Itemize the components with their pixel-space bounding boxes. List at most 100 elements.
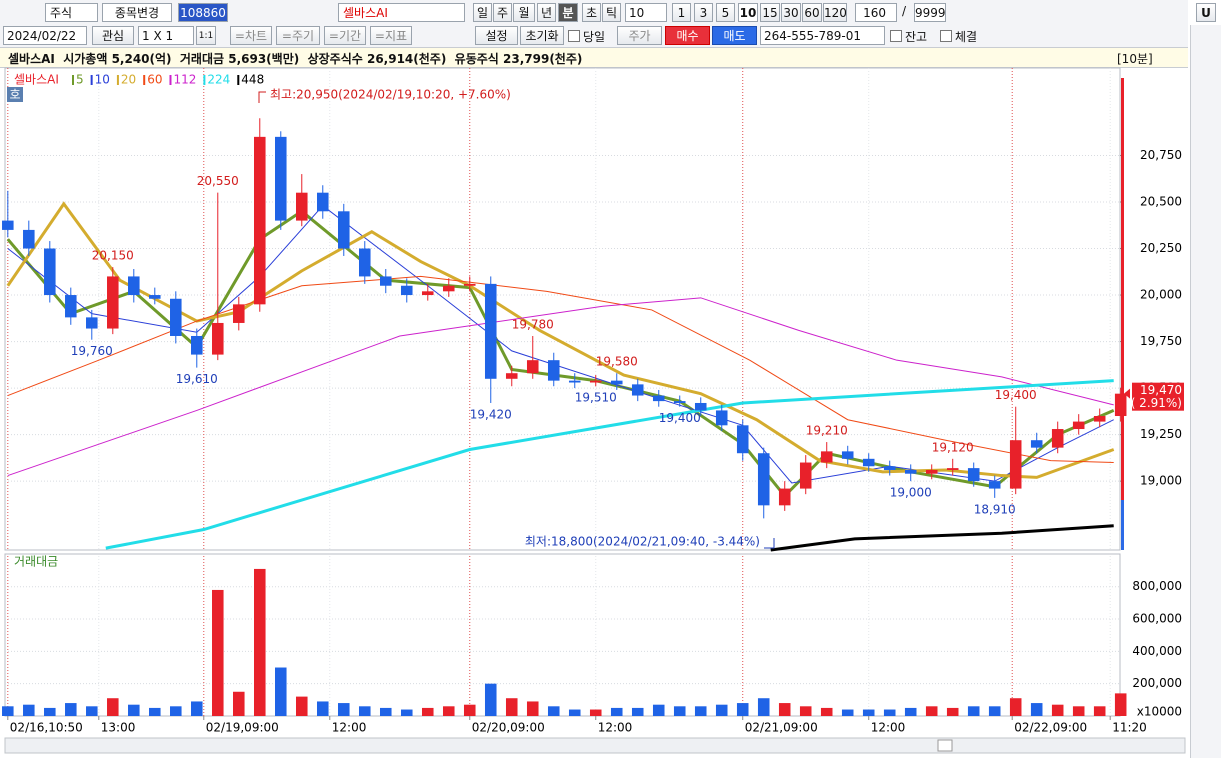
volume-panel (4, 553, 1121, 717)
y-tick-label: 600,000 (1132, 612, 1182, 626)
price-axis-bar (1121, 78, 1124, 550)
volume-bar (442, 706, 455, 716)
volume-bar (631, 707, 644, 716)
volume-bar (1051, 704, 1064, 716)
y-tick-label: 200,000 (1132, 676, 1182, 690)
volume-bar (1009, 698, 1022, 716)
volume-bar (1072, 706, 1085, 716)
range-btn[interactable]: =기간 (324, 26, 366, 45)
sell-btn[interactable]: 매도 (712, 26, 757, 45)
candle-body (400, 285, 413, 296)
volume-bar (484, 683, 497, 716)
code-input[interactable]: 108860 (178, 3, 228, 22)
price-btn[interactable]: 주가 (617, 26, 662, 45)
volume-bar (547, 706, 560, 716)
watch-btn[interactable]: 관심 (92, 26, 134, 45)
price-annotation: 19,760 (71, 344, 113, 358)
volume-bar (149, 707, 161, 716)
cycle-btn[interactable]: =주기 (276, 26, 320, 45)
candle-body (128, 276, 140, 296)
y-tick-label: 19,000 (1140, 474, 1182, 488)
candle-body (841, 451, 854, 459)
fill-check[interactable]: 체결 (940, 28, 977, 45)
reset-btn[interactable]: 초기화 (520, 26, 564, 45)
y-tick-label: 20,000 (1140, 288, 1182, 302)
interval-btn[interactable]: 5 (716, 3, 735, 22)
scrollbar (4, 737, 1186, 754)
price-axis-bar (1121, 500, 1124, 550)
interval-select[interactable]: 10 (625, 3, 667, 22)
account-select[interactable]: 264-555-789-01 (760, 26, 885, 45)
volume-bar (715, 704, 728, 716)
candle-body (2, 220, 14, 230)
candle-body (547, 360, 560, 381)
volume-bar (610, 707, 623, 716)
info-text: 셀바스AI 시가총액 5,240(억) 거래대금 5,693(백만) 상장주식수… (8, 52, 583, 66)
volume-bar (1030, 703, 1043, 716)
interval-btn[interactable]: 15 (760, 3, 780, 22)
volume-bar (568, 709, 581, 716)
symbol-change[interactable]: 종목변경 (102, 3, 172, 22)
period-minute[interactable]: 분 (558, 3, 578, 22)
indicator-btn[interactable]: =지표 (370, 26, 412, 45)
y-tick-label: 20,500 (1140, 194, 1182, 208)
volume-bar (841, 709, 854, 716)
chart-btn[interactable]: =차트 (230, 26, 272, 45)
period-tick[interactable]: 틱 (602, 3, 621, 22)
toolbar-row2: 2024/02/22 관심 1 X 1 1:1 =차트 =주기 =기간 =지표 … (0, 25, 1188, 48)
y-tick-label: 20,250 (1140, 241, 1182, 255)
balance-check[interactable]: 잔고 (890, 28, 927, 45)
volume-bar (128, 704, 140, 716)
candle-body (1114, 393, 1127, 417)
volume-bar (883, 709, 896, 716)
interval-btn[interactable]: 10 (738, 3, 758, 22)
candle-body (1030, 440, 1043, 448)
stock-name[interactable]: 셀바스AI (338, 3, 465, 22)
chart: 19,00019,25019,50019,75020,00020,25020,5… (2, 67, 1186, 754)
candle-body (589, 380, 602, 383)
volume-bar (652, 704, 665, 716)
user-btn[interactable]: U (1196, 3, 1216, 22)
interval-btn[interactable]: 3 (694, 3, 713, 22)
price-annotation: 19,120 (932, 440, 974, 454)
fill-label: 체결 (955, 30, 978, 44)
period-day[interactable]: 일 (473, 3, 492, 22)
candle-body (862, 458, 875, 467)
price-annotation: 19,210 (806, 424, 848, 438)
candle-body (149, 295, 161, 299)
candle-body (778, 488, 791, 506)
candle-body (44, 248, 56, 296)
period-week[interactable]: 주 (493, 3, 512, 22)
candle-body (337, 211, 350, 249)
candle-body (988, 481, 1001, 489)
candle-body (275, 136, 287, 221)
date-input[interactable]: 2024/02/22 (3, 26, 87, 45)
layout-select[interactable]: 1 X 1 (138, 26, 194, 45)
legend-swatch (169, 75, 172, 85)
interval-btn[interactable]: 120 (823, 3, 847, 22)
max-count[interactable]: 9999 (914, 3, 946, 22)
market-select[interactable]: 주식 (45, 3, 98, 22)
price-annotation: 19,580 (596, 355, 638, 369)
candle-body (1009, 440, 1022, 489)
candle-body (379, 276, 392, 286)
tool-panel (1190, 25, 1221, 758)
legend-candle: 셀바스AI (14, 73, 59, 87)
today-check[interactable]: 당일 (568, 28, 605, 45)
interval-btn[interactable]: 60 (802, 3, 822, 22)
count-input[interactable]: 160 (855, 3, 897, 22)
volume-bar (2, 706, 14, 716)
interval-btn[interactable]: 30 (781, 3, 801, 22)
candle-body (295, 192, 308, 221)
volume-bar (736, 703, 749, 716)
volume-bar (191, 701, 203, 716)
period-second[interactable]: 초 (582, 3, 601, 22)
interval-btn[interactable]: 1 (672, 3, 691, 22)
period-month[interactable]: 월 (513, 3, 535, 22)
settings-btn[interactable]: 설정 (475, 26, 518, 45)
ratio-btn[interactable]: 1:1 (196, 26, 216, 45)
x-tick-label: 11:20 (1112, 721, 1147, 735)
buy-btn[interactable]: 매수 (665, 26, 710, 45)
period-year[interactable]: 년 (537, 3, 556, 22)
candle-body (883, 466, 896, 470)
